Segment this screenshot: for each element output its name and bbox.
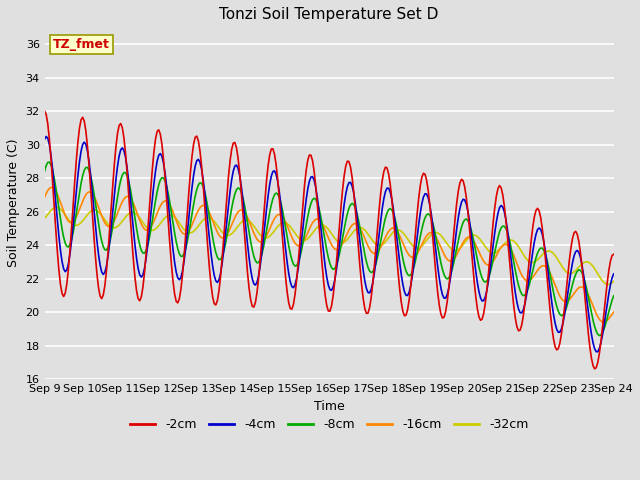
- X-axis label: Time: Time: [314, 399, 344, 413]
- -16cm: [610, 309, 618, 315]
- -32cm: [604, 281, 611, 287]
- Text: TZ_fmet: TZ_fmet: [53, 38, 110, 51]
- -4cm: [291, 282, 299, 288]
- -16cm: [580, 285, 588, 291]
- -8cm: [41, 168, 49, 174]
- -8cm: [241, 202, 248, 207]
- -8cm: [231, 191, 239, 197]
- -2cm: [41, 108, 49, 114]
- -4cm: [41, 136, 49, 142]
- -8cm: [580, 274, 588, 280]
- -2cm: [610, 252, 618, 257]
- -4cm: [231, 163, 239, 169]
- -2cm: [578, 264, 586, 269]
- -32cm: [212, 220, 220, 226]
- Line: -32cm: -32cm: [45, 207, 614, 284]
- -16cm: [41, 194, 49, 200]
- -4cm: [610, 271, 618, 277]
- -16cm: [241, 209, 248, 215]
- -32cm: [610, 278, 618, 284]
- -8cm: [596, 333, 604, 338]
- Line: -8cm: -8cm: [45, 162, 614, 336]
- -16cm: [112, 214, 120, 220]
- -2cm: [290, 301, 298, 307]
- -32cm: [112, 225, 120, 230]
- -16cm: [212, 226, 220, 232]
- -32cm: [291, 230, 299, 236]
- -4cm: [112, 177, 120, 182]
- -4cm: [212, 278, 220, 284]
- Legend: -2cm, -4cm, -8cm, -16cm, -32cm: -2cm, -4cm, -8cm, -16cm, -32cm: [125, 413, 533, 436]
- -4cm: [593, 349, 600, 355]
- Y-axis label: Soil Temperature (C): Soil Temperature (C): [7, 139, 20, 267]
- -8cm: [610, 293, 618, 299]
- -16cm: [600, 319, 608, 325]
- Title: Tonzi Soil Temperature Set D: Tonzi Soil Temperature Set D: [220, 7, 439, 22]
- Line: -4cm: -4cm: [45, 136, 614, 352]
- -32cm: [41, 216, 49, 221]
- -8cm: [45, 159, 53, 165]
- -4cm: [580, 272, 588, 278]
- -16cm: [291, 240, 299, 246]
- -32cm: [231, 228, 239, 233]
- -8cm: [112, 204, 120, 209]
- -2cm: [111, 161, 118, 167]
- -32cm: [580, 260, 588, 265]
- -2cm: [211, 301, 218, 307]
- -16cm: [231, 215, 239, 220]
- -16cm: [47, 184, 55, 190]
- -2cm: [239, 208, 246, 214]
- Line: -2cm: -2cm: [45, 111, 614, 369]
- -32cm: [52, 204, 60, 210]
- -4cm: [241, 210, 248, 216]
- -4cm: [42, 133, 50, 139]
- -32cm: [241, 217, 248, 223]
- Line: -16cm: -16cm: [45, 187, 614, 322]
- -2cm: [229, 140, 237, 146]
- -8cm: [212, 250, 220, 255]
- -8cm: [291, 263, 299, 269]
- -2cm: [591, 366, 598, 372]
